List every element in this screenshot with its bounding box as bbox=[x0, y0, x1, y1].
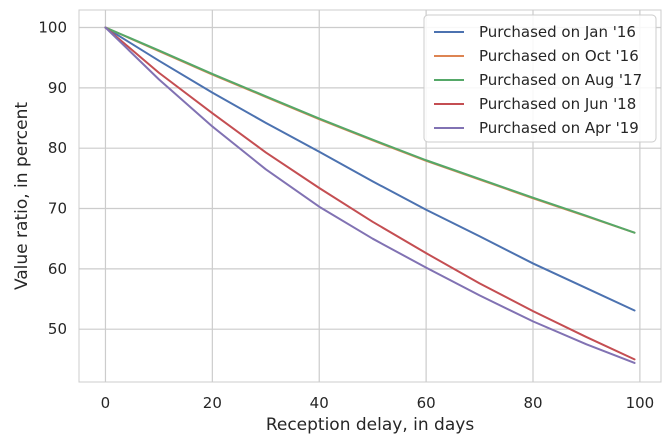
plot-frame bbox=[78, 9, 662, 383]
y-tick-label: 100 bbox=[38, 18, 67, 36]
x-tick-label: 100 bbox=[626, 394, 655, 412]
x-tick-label: 80 bbox=[523, 394, 542, 412]
y-tick-label: 60 bbox=[48, 260, 67, 278]
x-axis-ticks: 0 20 40 60 80 100 bbox=[101, 394, 655, 412]
series-line-3 bbox=[104, 26, 636, 234]
x-tick-label: 40 bbox=[310, 394, 329, 412]
y-tick-label: 50 bbox=[48, 320, 67, 338]
y-tick-label: 90 bbox=[48, 79, 67, 97]
legend-label: Purchased on Jun '18 bbox=[479, 95, 636, 113]
legend-items: Purchased on Jan '16 Purchased on Oct '16… bbox=[434, 23, 642, 137]
x-axis-label: Reception delay, in days bbox=[266, 415, 475, 435]
y-tick-label: 80 bbox=[48, 139, 67, 157]
x-tick-label: 60 bbox=[417, 394, 436, 412]
series-line-1 bbox=[104, 26, 636, 312]
legend-box bbox=[423, 14, 657, 143]
legend-label: Purchased on Apr '19 bbox=[479, 119, 639, 137]
legend-label: Purchased on Oct '16 bbox=[479, 47, 639, 65]
x-tick-label: 20 bbox=[203, 394, 222, 412]
legend-label: Purchased on Aug '17 bbox=[479, 71, 642, 89]
series-line-4 bbox=[104, 26, 636, 361]
x-tick-label: 0 bbox=[101, 394, 111, 412]
y-tick-label: 70 bbox=[48, 200, 67, 218]
series-line-5 bbox=[104, 26, 636, 364]
series-lines bbox=[104, 26, 636, 364]
legend: Purchased on Jan '16 Purchased on Oct '16… bbox=[423, 14, 657, 143]
legend-label: Purchased on Jan '16 bbox=[479, 23, 636, 41]
y-axis-ticks: 50 60 70 80 90 100 bbox=[38, 18, 67, 338]
y-axis-label: Value ratio, in percent bbox=[12, 102, 32, 290]
